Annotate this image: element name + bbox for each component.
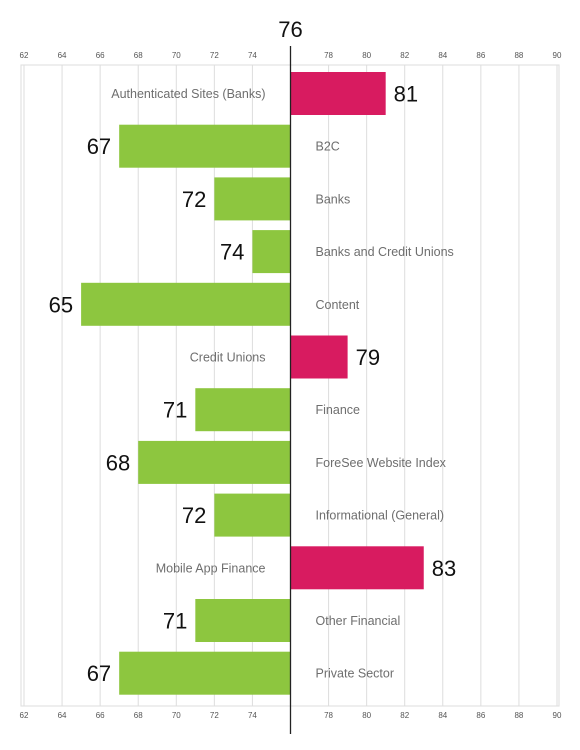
x-tick-label: 62 xyxy=(20,51,29,60)
bar xyxy=(214,177,291,221)
category-label: Private Sector xyxy=(316,667,395,681)
category-label: B2C xyxy=(316,140,340,154)
x-tick-label: 82 xyxy=(400,51,409,60)
x-axis-top-ticks: 62 64 66 68 70 72 74 78 80 82 84 86 88 90 xyxy=(20,51,562,60)
value-labels: 81 67 72 74 65 79 71 68 72 83 71 67 xyxy=(49,82,457,687)
bar xyxy=(195,599,291,642)
x-tick-label: 84 xyxy=(438,51,447,60)
bar xyxy=(290,335,348,379)
x-tick-label: 86 xyxy=(476,51,485,60)
category-label: Finance xyxy=(316,403,361,417)
value-label: 68 xyxy=(106,450,130,475)
x-tick-label: 72 xyxy=(210,51,219,60)
bar xyxy=(81,282,291,326)
x-tick-label: 86 xyxy=(476,711,485,720)
value-label: 83 xyxy=(432,556,456,581)
category-label: Banks and Credit Unions xyxy=(316,245,454,259)
bar xyxy=(119,124,291,168)
bar xyxy=(119,651,291,695)
value-label: 67 xyxy=(87,661,111,686)
x-tick-label: 64 xyxy=(58,51,67,60)
x-tick-label: 70 xyxy=(172,711,181,720)
x-tick-label: 80 xyxy=(362,51,371,60)
x-tick-label: 84 xyxy=(438,711,447,720)
bar xyxy=(252,230,291,274)
x-tick-label: 90 xyxy=(553,711,562,720)
x-tick-label: 90 xyxy=(553,51,562,60)
category-label: Banks xyxy=(316,192,351,206)
category-label: Credit Unions xyxy=(190,351,266,365)
category-label: Mobile App Finance xyxy=(156,561,266,575)
category-label: Other Financial xyxy=(316,614,401,628)
x-tick-label: 78 xyxy=(324,51,333,60)
x-tick-label: 68 xyxy=(134,51,143,60)
x-tick-label: 70 xyxy=(172,51,181,60)
value-label: 71 xyxy=(163,609,187,634)
bar xyxy=(195,388,291,432)
bar xyxy=(138,440,291,484)
x-tick-label: 88 xyxy=(514,51,523,60)
bar xyxy=(290,72,386,115)
x-tick-label: 66 xyxy=(96,51,105,60)
x-tick-label: 62 xyxy=(20,711,29,720)
value-label: 79 xyxy=(356,345,380,370)
x-tick-label: 80 xyxy=(362,711,371,720)
x-axis-bottom-ticks: 62 64 66 68 70 72 74 78 80 82 84 86 88 90 xyxy=(20,711,562,720)
x-tick-label: 64 xyxy=(58,711,67,720)
value-label: 65 xyxy=(49,292,73,317)
category-label: Informational (General) xyxy=(316,509,445,523)
category-label: Authenticated Sites (Banks) xyxy=(111,87,265,101)
x-tick-label: 74 xyxy=(248,51,257,60)
value-label: 72 xyxy=(182,187,206,212)
x-tick-label: 74 xyxy=(248,711,257,720)
grid-lines xyxy=(23,65,558,706)
x-tick-label: 88 xyxy=(514,711,523,720)
bar xyxy=(290,546,424,590)
value-label: 72 xyxy=(182,503,206,528)
category-label: ForeSee Website Index xyxy=(316,456,447,470)
x-tick-label: 72 xyxy=(210,711,219,720)
x-tick-label: 68 xyxy=(134,711,143,720)
category-labels: Authenticated Sites (Banks) B2C Banks Banks… xyxy=(111,87,454,681)
x-tick-label: 82 xyxy=(400,711,409,720)
value-label: 67 xyxy=(87,134,111,159)
value-label: 74 xyxy=(220,240,244,265)
bars xyxy=(81,72,424,695)
value-label: 71 xyxy=(163,398,187,423)
reference-value-label: 76 xyxy=(278,17,302,42)
x-tick-label: 66 xyxy=(96,711,105,720)
x-tick-label: 78 xyxy=(324,711,333,720)
value-label: 81 xyxy=(394,82,418,107)
bar xyxy=(214,493,291,537)
category-label: Content xyxy=(316,298,360,312)
